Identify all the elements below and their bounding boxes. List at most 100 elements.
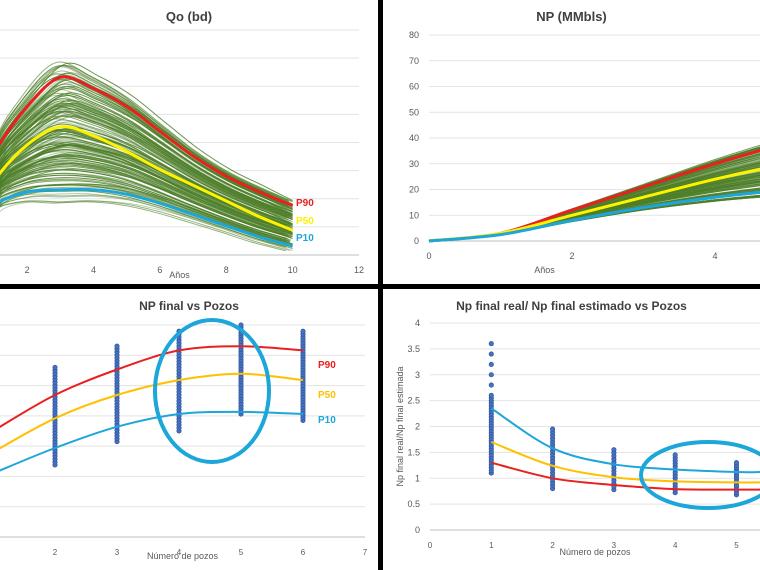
y-tick-label: 50 (409, 107, 419, 117)
series-line-p50 (490, 441, 760, 484)
realization-line (0, 108, 293, 218)
data-point (52, 364, 58, 370)
realization-line (0, 156, 289, 235)
realization-line (0, 136, 293, 228)
realization-line (0, 183, 293, 245)
series-line-p10 (0, 410, 304, 472)
x-tick-label: 8 (224, 265, 229, 275)
data-point (488, 392, 494, 399)
x-axis-label: Número de pozos (147, 551, 219, 561)
realization-line (0, 172, 292, 241)
realization-line (428, 163, 760, 242)
series-line-p10 (428, 190, 760, 243)
y-tick-label: 3 (415, 370, 420, 380)
x-tick-label: 0 (426, 251, 431, 261)
data-point (488, 382, 494, 388)
data-point (300, 328, 306, 334)
chart-np-svg: NP (MMbls)02401020304050607080AñosNp (MM… (409, 9, 760, 275)
realization-line (0, 195, 293, 250)
series-label-p10: P10 (296, 233, 314, 244)
realization-line (0, 136, 292, 228)
x-axis-label: Número de pozos (559, 547, 631, 557)
y-axis-label: Np final real/Np final estimada (395, 366, 405, 486)
x-tick-label: 5 (239, 548, 244, 557)
x-tick-label: 2 (550, 541, 555, 550)
y-tick-label: 60 (409, 82, 419, 92)
x-tick-label: 1 (489, 541, 494, 550)
series-label-p50: P50 (318, 390, 336, 401)
y-tick-label: 0 (414, 236, 419, 246)
realization-line (0, 93, 293, 213)
x-tick-label: 6 (301, 548, 306, 557)
data-point (114, 343, 120, 349)
realization-line (428, 181, 760, 242)
y-tick-label: 10 (409, 210, 419, 220)
realization-line (0, 108, 293, 218)
y-tick-label: 3.5 (407, 344, 420, 354)
y-tick-label: 1 (415, 473, 420, 483)
data-point (488, 361, 494, 367)
x-tick-label: 3 (115, 548, 120, 557)
series-line-p50 (0, 125, 294, 232)
x-tick-label: 4 (713, 251, 718, 261)
series-label-p50: P50 (296, 216, 314, 227)
series-line-p90 (0, 75, 294, 207)
realization-line (0, 201, 286, 252)
x-tick-label: 5 (734, 541, 739, 550)
y-tick-label: 20 (409, 185, 419, 195)
y-tick-label: 4 (415, 318, 420, 328)
series-line-p50 (0, 372, 304, 450)
realization-line (0, 111, 293, 219)
realization-line (0, 76, 289, 206)
y-tick-label: 2 (415, 422, 420, 432)
x-tick-label: 4 (177, 548, 182, 557)
x-tick-label: 3 (612, 541, 617, 550)
x-axis-label: Años (534, 265, 555, 275)
data-point (672, 452, 678, 458)
realization-line (0, 155, 293, 235)
realization-line (428, 179, 760, 242)
realization-line (0, 111, 289, 219)
x-tick-label: 7 (363, 548, 368, 557)
realization-line (428, 165, 760, 242)
chart-np: NP (MMbls)02401020304050607080AñosNp (MM… (383, 0, 760, 284)
realization-line (0, 92, 293, 212)
x-tick-label: 0 (428, 541, 433, 550)
x-axis-label: Años (169, 270, 190, 280)
chart-qo: Qo (bd) 2 4 6 8 10 12 Años P90 P50 P10 (0, 0, 378, 284)
y-tick-label: 80 (409, 30, 419, 40)
realization-line (0, 164, 290, 238)
x-tick-label: 10 (288, 265, 298, 275)
realization-line (0, 102, 293, 216)
chart-np-final-vs-pozos: NP final vs Pozos 2 3 4 5 6 7 Número de pozos P9… (0, 289, 378, 570)
realization-line (0, 154, 293, 235)
chart-np-ratio-vs-pozos: Np final real/ Np final estimado vs Pozo… (383, 289, 760, 570)
highlight-ellipse (639, 440, 760, 510)
y-tick-label: 1.5 (407, 447, 420, 457)
y-tick-label: 0 (415, 525, 420, 535)
data-point (488, 341, 494, 347)
series-line-p10 (0, 187, 293, 248)
realization-line (428, 181, 760, 242)
highlight-ellipse (153, 318, 271, 464)
series-line-p50 (428, 167, 760, 243)
x-tick-label: 6 (157, 265, 162, 275)
realization-line (428, 181, 760, 242)
data-point (488, 351, 494, 357)
realization-line (0, 149, 293, 233)
series-line-p90 (0, 345, 304, 428)
x-tick-label: 12 (354, 265, 364, 275)
realization-line (428, 162, 760, 242)
data-point (550, 426, 556, 432)
data-point (488, 372, 494, 378)
chart-np-ratio-vs-pozos-svg: Np final real/ Np final estimado vs Pozo… (395, 299, 760, 557)
x-tick-label: 2 (53, 548, 58, 557)
chart-title: NP final vs Pozos (139, 299, 239, 313)
y-tick-label: 2.5 (407, 396, 420, 406)
series-line-p10 (490, 407, 760, 474)
y-tick-label: 0.5 (407, 499, 420, 509)
realization-line (428, 159, 760, 242)
chart-title: Qo (bd) (166, 9, 212, 24)
y-tick-label: 40 (409, 133, 419, 143)
realization-line (0, 154, 293, 234)
